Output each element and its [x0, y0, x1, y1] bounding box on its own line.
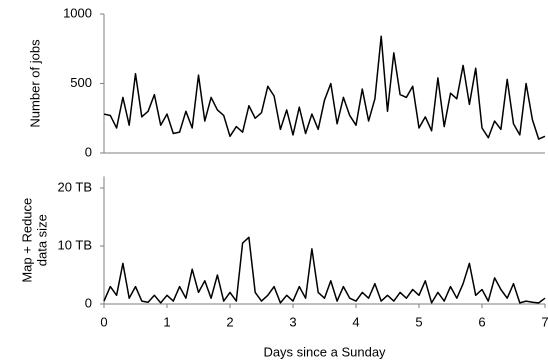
y-tick-label: 0 [85, 295, 92, 310]
y-axis-label: Number of jobs [27, 39, 42, 128]
y-axis-label: Map + Reduce [19, 198, 34, 283]
y-tick-label: 10 TB [58, 237, 92, 252]
x-tick-label: 5 [415, 314, 422, 329]
y-tick-label: 500 [70, 75, 92, 90]
x-tick-label: 7 [541, 314, 548, 329]
x-tick-label: 6 [478, 314, 485, 329]
x-tick-label: 4 [352, 314, 359, 329]
x-tick-label: 3 [289, 314, 296, 329]
y-tick-label: 1000 [63, 5, 92, 20]
x-tick-label: 2 [226, 314, 233, 329]
x-axis-label: Days since a Sunday [263, 344, 386, 359]
x-tick-label: 1 [163, 314, 170, 329]
y-tick-label: 20 TB [58, 179, 92, 194]
y-axis-label: data size [34, 214, 49, 266]
data-line [103, 35, 546, 140]
x-tick-label: 0 [100, 314, 107, 329]
y-tick-label: 0 [85, 144, 92, 159]
data-line [103, 236, 546, 304]
